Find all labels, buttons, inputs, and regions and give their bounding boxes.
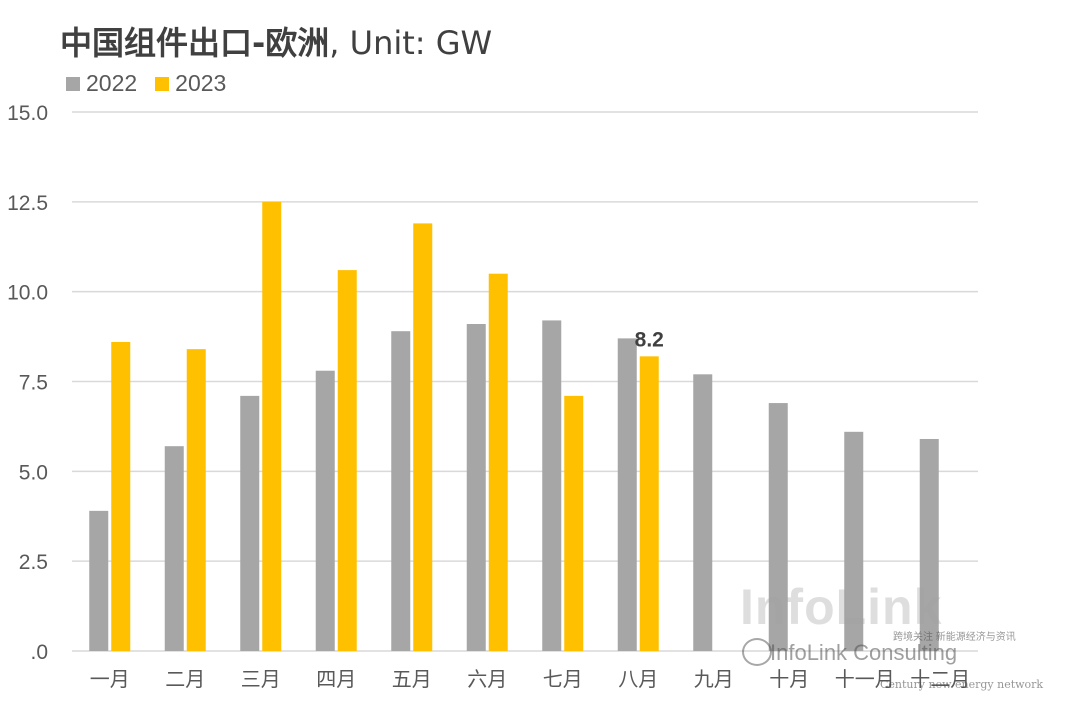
chart-title: 中国组件出口-欧洲, Unit: GW (60, 18, 492, 64)
x-tick-label: 五月 (392, 667, 432, 691)
legend-swatch-2023 (155, 76, 170, 91)
x-tick-label: 一月 (90, 667, 130, 691)
x-tick-label: 八月 (618, 667, 658, 691)
bar-2022-7 (542, 320, 562, 651)
chart-title-main: 中国组件出口-欧洲 (60, 24, 330, 62)
bar-2023-1 (111, 341, 131, 651)
bar-2023-7 (564, 395, 584, 651)
x-tick-label: 三月 (241, 667, 281, 691)
x-tick-label: 四月 (316, 667, 356, 691)
x-tick-label: 二月 (165, 667, 205, 691)
watermark-tag: 跨境关注 新能源经济与资讯 (893, 632, 1016, 643)
bar-2022-11 (844, 431, 864, 651)
x-tick-label: 九月 (694, 667, 734, 691)
x-tick-label: 十二月 (910, 667, 970, 691)
y-tick-label: 2.5 (19, 551, 48, 574)
bar-2023-5 (413, 223, 433, 652)
legend-label-2022: 2022 (86, 70, 138, 96)
bar-2022-1 (89, 510, 109, 651)
x-tick-label: 六月 (467, 667, 507, 691)
legend-item-2022: 2022 (66, 70, 137, 97)
bar-2022-2 (164, 446, 184, 651)
watermark-sub: Century new energy network (880, 678, 1044, 691)
y-tick-label: 12.5 (7, 192, 48, 215)
bar-2022-12 (919, 438, 939, 651)
bar-2023-6 (488, 273, 508, 651)
bar-2022-3 (240, 395, 260, 651)
y-tick-label: .0 (30, 641, 48, 664)
x-tick-label: 十一月 (835, 667, 895, 691)
watermark-channel: InfoLink Consulting (770, 640, 958, 665)
watermark-brand: InfoLink (740, 579, 943, 635)
y-tick-label: 10.0 (7, 282, 48, 305)
bar-2023-8 (639, 356, 659, 651)
bar-2023-3 (262, 201, 282, 652)
bar-2022-4 (315, 370, 335, 651)
legend-swatch-2022 (66, 76, 80, 91)
y-tick-label: 5.0 (19, 461, 48, 484)
bar-2023-4 (337, 270, 357, 651)
bar-2022-6 (466, 324, 486, 651)
bar-2022-9 (693, 374, 713, 651)
chart-title-unit: , Unit: GW (329, 24, 493, 62)
x-tick-label: 十月 (769, 667, 809, 691)
y-tick-label: 7.5 (19, 372, 48, 395)
x-tick-label: 七月 (543, 667, 583, 691)
y-tick-label: 15.0 (7, 102, 48, 125)
chart-legend: 2022 2023 (66, 70, 226, 97)
bar-2023-2 (186, 349, 206, 651)
wechat-icon (742, 638, 772, 666)
bar-2022-10 (768, 403, 788, 651)
bar-2022-8 (617, 338, 637, 651)
legend-item-2023: 2023 (155, 70, 226, 97)
bar-2022-5 (391, 331, 411, 651)
legend-label-2023: 2023 (175, 70, 227, 96)
data-label: 8.2 (635, 328, 664, 351)
